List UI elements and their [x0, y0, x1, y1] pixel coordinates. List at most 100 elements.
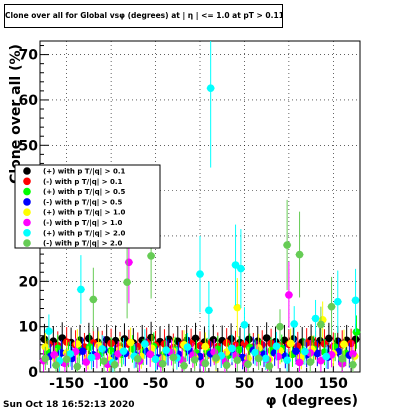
y-axis-label: Clone over all (%): [8, 44, 24, 184]
x-axis-label: φ (degrees): [266, 393, 358, 409]
data-point: [338, 355, 347, 363]
data-point: [52, 361, 60, 369]
legend-label: (+) with p T/|q| > 2.0: [43, 229, 126, 238]
legend-box: [14, 164, 161, 249]
data-point: [254, 354, 263, 363]
data-point: [290, 320, 299, 328]
legend-label: (-) with p T/|q| > 0.1: [43, 178, 123, 187]
data-point: [196, 270, 204, 278]
data-point: [325, 334, 333, 343]
data-point: [313, 349, 322, 358]
data-point: [133, 355, 142, 363]
data-point: [283, 356, 291, 365]
data-point: [244, 360, 252, 369]
x-tick-label: -150: [49, 376, 84, 392]
data-point: [231, 261, 240, 269]
data-point: [146, 350, 155, 359]
data-point: [66, 350, 75, 358]
data-point: [190, 355, 199, 364]
legend-marker: [23, 177, 31, 186]
data-point: [237, 264, 245, 273]
legend-marker: [23, 229, 31, 237]
data-point: [147, 252, 155, 260]
legend-marker: [23, 167, 31, 175]
data-point: [222, 361, 231, 369]
data-point: [206, 84, 215, 92]
y-tick-label: 70: [19, 48, 39, 64]
data-point: [311, 314, 320, 323]
x-tick-label: -100: [94, 376, 129, 392]
data-point: [98, 345, 107, 353]
data-point: [272, 342, 281, 350]
data-point: [285, 291, 293, 299]
legend-marker: [23, 187, 31, 196]
data-point: [212, 354, 220, 362]
data-point: [162, 346, 171, 355]
data-point: [120, 335, 129, 343]
data-point: [62, 355, 71, 364]
x-tick-label: 50: [235, 376, 255, 392]
data-point: [276, 322, 284, 331]
data-point: [119, 347, 128, 355]
data-point: [169, 353, 178, 362]
data-point: [45, 327, 53, 335]
legend-label: (-) with p T/|q| > 0.5: [43, 198, 123, 207]
y-tick-label: 0: [28, 365, 38, 381]
data-point: [322, 352, 331, 361]
data-point: [351, 296, 360, 305]
data-point: [41, 354, 50, 363]
y-tick-label: 60: [19, 93, 39, 109]
data-point: [180, 361, 188, 370]
data-point: [191, 334, 200, 343]
data-point: [333, 297, 342, 306]
data-point: [228, 344, 236, 353]
data-point: [73, 340, 82, 348]
data-point: [233, 356, 242, 365]
data-point: [89, 295, 98, 304]
x-tick-label: 150: [319, 376, 348, 392]
legend-marker: [23, 208, 31, 216]
data-point: [295, 250, 304, 259]
data-point: [262, 334, 271, 342]
data-point: [327, 302, 336, 311]
data-point: [261, 354, 270, 363]
data-point: [151, 355, 160, 364]
data-point: [251, 348, 259, 357]
data-point: [85, 343, 94, 351]
legend: (+) with p T/|q| > 0.1(-) with p T/|q| >…: [14, 164, 161, 249]
data-point: [205, 306, 213, 315]
data-point: [317, 320, 325, 329]
data-point: [147, 333, 155, 342]
data-point: [349, 350, 357, 358]
y-tick-label: 50: [19, 138, 39, 154]
legend-label: (-) with p T/|q| > 1.0: [43, 219, 123, 228]
data-point: [50, 350, 59, 359]
legend-marker: [23, 239, 31, 247]
x-tick-label: 0: [195, 376, 205, 392]
data-point: [87, 353, 96, 362]
data-point: [141, 340, 149, 348]
y-tick-label: 10: [19, 320, 39, 336]
data-point: [274, 352, 283, 361]
data-point: [110, 360, 119, 369]
data-point: [352, 328, 361, 336]
data-point: [295, 358, 304, 367]
data-point: [301, 347, 309, 356]
data-point: [123, 278, 131, 287]
legend-marker: [23, 198, 31, 206]
legend-label: (+) with p T/|q| > 0.5: [43, 188, 126, 197]
data-point: [306, 358, 315, 366]
legend-label: (+) with p T/|q| > 1.0: [43, 209, 126, 218]
data-point: [233, 303, 242, 312]
data-point: [265, 362, 274, 370]
data-point: [286, 339, 295, 348]
data-point: [125, 258, 133, 267]
data-point: [349, 360, 357, 369]
y-tick-label: 20: [19, 274, 39, 290]
data-point: [77, 285, 85, 294]
data-point: [183, 343, 192, 351]
legend-label: (+) with p T/|q| > 0.1: [43, 168, 126, 177]
data-point: [340, 340, 348, 349]
data-point: [283, 241, 291, 249]
